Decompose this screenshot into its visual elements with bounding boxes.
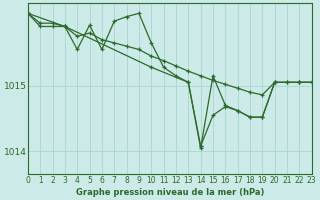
X-axis label: Graphe pression niveau de la mer (hPa): Graphe pression niveau de la mer (hPa) — [76, 188, 264, 197]
